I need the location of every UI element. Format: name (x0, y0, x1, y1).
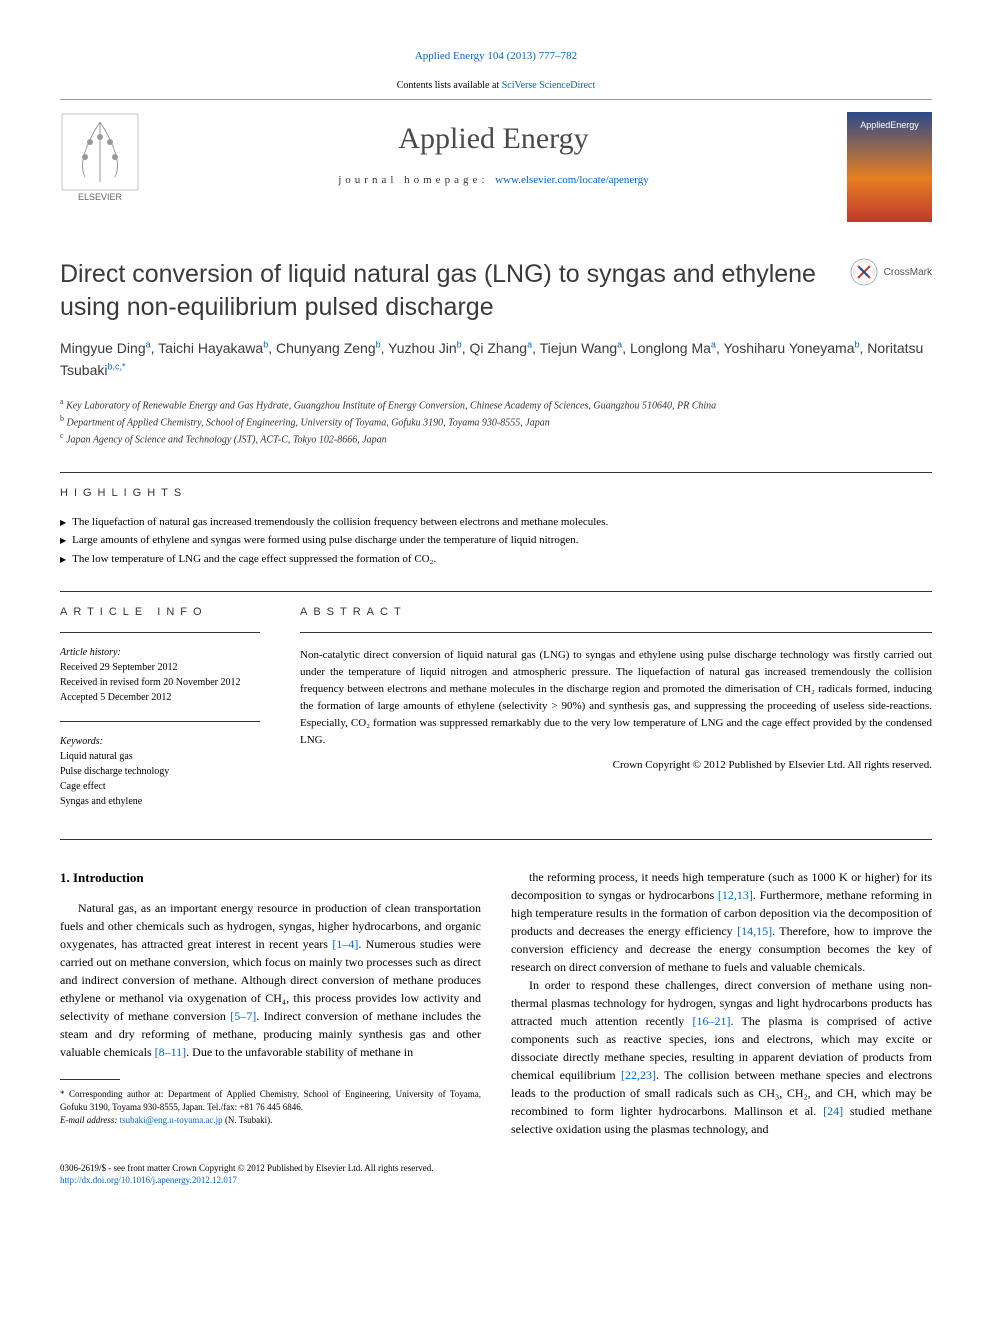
doi-link[interactable]: http://dx.doi.org/10.1016/j.apenergy.201… (60, 1175, 237, 1185)
highlight-item: Large amounts of ethylene and syngas wer… (60, 531, 932, 550)
journal-header: ELSEVIER Applied Energy journal homepage… (60, 99, 932, 222)
journal-homepage: journal homepage: www.elsevier.com/locat… (160, 174, 827, 186)
body-col-left: 1. Introduction Natural gas, as an impor… (60, 868, 481, 1138)
article-history: Received 29 September 2012Received in re… (60, 660, 260, 705)
ref-link[interactable]: [22,23] (621, 1068, 656, 1082)
keywords-list: Liquid natural gasPulse discharge techno… (60, 749, 260, 809)
highlights-label: HIGHLIGHTS (60, 487, 932, 499)
svg-text:ELSEVIER: ELSEVIER (78, 192, 123, 202)
article-info-label: ARTICLE INFO (60, 606, 260, 618)
footnotes: * Corresponding author at: Department of… (60, 1088, 481, 1126)
divider (60, 721, 260, 722)
divider (60, 472, 932, 473)
intro-para-1: Natural gas, as an important energy reso… (60, 899, 481, 1061)
homepage-prefix: journal homepage: (338, 174, 495, 186)
intro-heading: 1. Introduction (60, 868, 481, 888)
homepage-link[interactable]: www.elsevier.com/locate/apenergy (495, 174, 649, 186)
history-label: Article history: (60, 647, 260, 658)
abstract-text: Non-catalytic direct conversion of liqui… (300, 647, 932, 749)
intro-para-3: In order to respond these challenges, di… (511, 976, 932, 1138)
sciverse-prefix: Contents lists available at (397, 80, 502, 91)
intro-para-2: the reforming process, it needs high tem… (511, 868, 932, 976)
sciverse-link[interactable]: SciVerse ScienceDirect (502, 80, 596, 91)
ref-link[interactable]: [12,13] (718, 888, 753, 902)
issn-line: 0306-2619/$ - see front matter Crown Cop… (60, 1162, 932, 1175)
ref-link[interactable]: [14,15] (737, 924, 772, 938)
crossmark-icon (850, 258, 878, 286)
divider (60, 632, 260, 633)
crossmark-label: CrossMark (884, 267, 932, 278)
email-link[interactable]: tsubaki@eng.u-toyama.ac.jp (120, 1115, 223, 1125)
body-col-right: the reforming process, it needs high tem… (511, 868, 932, 1138)
ref-link[interactable]: [24] (823, 1104, 843, 1118)
divider (60, 839, 932, 840)
highlight-item: The low temperature of LNG and the cage … (60, 550, 932, 569)
divider (60, 591, 932, 592)
corresponding-author-note: * Corresponding author at: Department of… (60, 1088, 481, 1113)
abstract-copyright: Crown Copyright © 2012 Published by Else… (300, 759, 932, 771)
page-footer: 0306-2619/$ - see front matter Crown Cop… (60, 1162, 932, 1187)
authors: Mingyue Dinga, Taichi Hayakawab, Chunyan… (60, 337, 932, 382)
elsevier-logo: ELSEVIER (60, 112, 140, 202)
affiliations: a Key Laboratory of Renewable Energy and… (60, 396, 932, 448)
journal-issue-link[interactable]: Applied Energy 104 (2013) 777–782 (60, 50, 932, 62)
cover-label: AppliedEnergy (860, 120, 919, 130)
elsevier-tree-icon: ELSEVIER (60, 112, 140, 202)
highlights-list: The liquefaction of natural gas increase… (60, 513, 932, 569)
email-note: E-mail address: tsubaki@eng.u-toyama.ac.… (60, 1114, 481, 1127)
article-title: Direct conversion of liquid natural gas … (60, 258, 850, 323)
journal-cover: AppliedEnergy (847, 112, 932, 222)
highlight-item: The liquefaction of natural gas increase… (60, 513, 932, 532)
abstract-label: ABSTRACT (300, 606, 932, 618)
footnote-separator (60, 1079, 120, 1080)
body-columns: 1. Introduction Natural gas, as an impor… (60, 868, 932, 1138)
ref-link[interactable]: [16–21] (693, 1014, 731, 1028)
ref-link[interactable]: [8–11] (155, 1045, 187, 1059)
divider (300, 632, 932, 633)
ref-link[interactable]: [5–7] (230, 1009, 256, 1023)
ref-link[interactable]: [1–4] (332, 937, 358, 951)
sciverse-line: Contents lists available at SciVerse Sci… (60, 80, 932, 91)
email-label: E-mail address: (60, 1115, 120, 1125)
email-suffix: (N. Tsubaki). (223, 1115, 273, 1125)
keywords-label: Keywords: (60, 736, 260, 747)
journal-name: Applied Energy (160, 122, 827, 156)
crossmark-badge[interactable]: CrossMark (850, 258, 932, 286)
